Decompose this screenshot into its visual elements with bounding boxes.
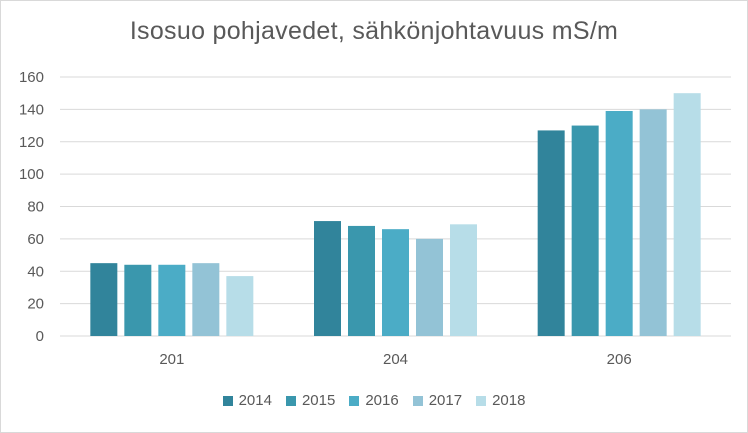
- legend-item-2014: 2014: [222, 392, 272, 409]
- legend-swatch: [285, 395, 296, 406]
- x-category-label: 204: [383, 351, 408, 368]
- y-tick-label: 40: [27, 263, 44, 280]
- legend-item-2015: 2015: [285, 392, 336, 409]
- x-category-label: 201: [159, 351, 184, 368]
- y-tick-label: 0: [36, 328, 44, 345]
- legend-label: 2015: [301, 392, 336, 409]
- legend-swatch: [222, 395, 233, 406]
- y-tick-label: 100: [19, 166, 44, 183]
- y-tick-label: 120: [19, 134, 44, 151]
- legend-swatch: [349, 395, 360, 406]
- bar-2017-204: [416, 238, 443, 336]
- x-category-label: 206: [607, 351, 632, 368]
- bar-2015-204: [348, 225, 375, 336]
- chart-title: Isosuo pohjavedet, sähkönjohtavuus mS/m: [129, 17, 619, 45]
- y-tick-label: 140: [19, 101, 44, 118]
- x-axis-labels: 201 204 206: [159, 351, 631, 368]
- bar-2017-201: [192, 263, 220, 336]
- bar-2014-204: [314, 221, 341, 336]
- legend-label: 2018: [492, 392, 526, 409]
- bar-2018-206: [673, 93, 701, 336]
- legend-label: 2016: [365, 392, 399, 409]
- legend-label: 2014: [238, 392, 272, 409]
- bar-2018-201: [226, 276, 254, 336]
- legend-item-2018: 2018: [476, 392, 525, 409]
- bar-2015-201: [124, 264, 152, 336]
- legend-swatch: [476, 395, 487, 406]
- legend-item-2017: 2017: [412, 392, 463, 409]
- bar-2015-206: [571, 125, 599, 336]
- legend-swatch: [412, 395, 423, 406]
- y-tick-label: 60: [27, 231, 44, 248]
- bar-2016-201: [158, 264, 186, 336]
- bar-2016-206: [605, 110, 633, 337]
- legend: 2014 2015 2016 2017 2018: [0, 392, 748, 409]
- y-tick-label: 20: [27, 296, 44, 313]
- y-axis-ticks: 0 20 40 60 80 100 120 140 160: [19, 69, 44, 345]
- bar-2014-206: [537, 130, 565, 336]
- y-tick-label: 80: [27, 199, 44, 216]
- bar-2016-204: [382, 229, 409, 336]
- legend-item-2016: 2016: [349, 392, 399, 409]
- bar-2018-204: [450, 224, 477, 336]
- y-tick-label: 160: [19, 69, 44, 86]
- bars: [90, 93, 701, 337]
- legend-label: 2017: [428, 392, 463, 409]
- bar-2017-206: [639, 109, 667, 336]
- bar-2014-201: [90, 263, 118, 336]
